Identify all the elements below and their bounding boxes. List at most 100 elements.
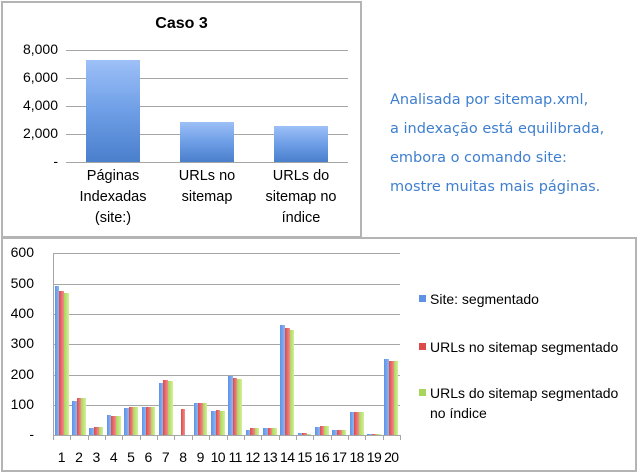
bar [163,380,169,436]
bar [367,433,372,436]
x-category-label-line: índice [281,210,321,226]
annotation-line: mostre muitas mais páginas. [390,179,601,195]
gridline [66,78,348,80]
legend-label-line: Site: segmentado [430,291,539,307]
bar [237,378,243,436]
y-tick-label: 600 [10,244,34,261]
bar [315,427,320,436]
bar [150,407,156,436]
y-tick-label: 500 [10,274,34,291]
bar [393,361,399,436]
x-tick-mark [70,435,72,441]
bar [384,359,390,436]
y-axis-line [53,253,54,436]
x-tick-mark [330,435,332,441]
bar [267,427,273,436]
legend-label: Site: segmentado [430,289,638,309]
x-tick-label: 12 [245,449,260,465]
bar [341,430,347,436]
bar [111,415,117,436]
gridline [53,283,400,285]
x-tick-mark [105,435,107,441]
bar [63,293,69,436]
legend-swatch-icon [419,295,426,302]
gridline [66,106,348,108]
x-category-label-line: (site:) [94,210,132,226]
chart-title: Caso 3 [155,15,208,32]
x-tick-label: 5 [127,449,135,465]
x-tick-mark [365,435,367,441]
x-category-label-line: sitemap no [265,189,337,205]
annotation-text: Analisada por sitemap.xml, a indexação e… [390,86,635,202]
x-tick-mark [261,435,263,441]
bar [358,411,364,436]
x-category-label-line: Páginas [86,168,140,184]
x-tick-mark [226,435,228,441]
bar [354,411,359,436]
bar [59,291,64,436]
bar [332,430,337,436]
gridline [53,404,400,406]
x-tick-label: 17 [332,449,347,465]
x-tick-mark [157,435,159,441]
bar [215,410,221,436]
annotation-line: a indexação está equilibrada, [390,121,605,137]
top-chart-caso-3: Caso 3 - 2,000 4,000 6,000 8,000 Páginas Index… [1,1,362,238]
bar [54,285,60,436]
y-tick-label: 400 [10,304,34,321]
bar [274,125,328,163]
bar [349,411,355,436]
x-tick-mark [53,435,54,441]
bar [289,330,295,436]
bar [146,406,151,436]
x-tick-label: 11 [228,449,243,465]
bar [232,377,238,436]
bar [319,425,325,436]
x-tick-mark [174,435,176,441]
gridline [66,50,348,51]
x-tick-mark [382,435,384,441]
bar [141,406,147,436]
bar [89,428,95,436]
bar [210,411,216,436]
x-tick-label: 6 [144,449,153,465]
bar [124,407,129,436]
x-tick-label: 19 [366,449,382,465]
bar [306,433,312,436]
x-tick-label: 1 [57,449,66,465]
bar [106,415,112,436]
x-tick-label: 15 [297,449,312,465]
bar [133,406,138,436]
legend-label-line: URLs do sitemap segmentado [430,385,619,401]
x-tick-label: 3 [92,449,101,465]
y-tick-label: 6,000 [22,69,58,86]
bar [168,381,173,436]
legend-swatch-icon [419,343,426,350]
bar [94,427,99,436]
x-category-label-line: URLs no [178,168,236,184]
annotation-line: embora o comando site: [390,150,567,166]
legend-label: URLs no sitemap segmentado [430,337,638,357]
bar [76,397,82,436]
x-tick-mark [295,435,297,441]
x-tick-label: 4 [109,449,118,465]
bar [336,429,342,436]
x-tick-label: 18 [349,449,364,465]
x-tick-mark [400,435,401,441]
x-tick-mark [122,435,124,441]
bar [86,59,140,163]
bar [297,433,303,436]
x-tick-label: 13 [262,449,278,465]
bar [98,427,104,436]
x-tick-mark [209,435,211,441]
bar [284,328,290,436]
bar [245,429,251,436]
bar [158,383,164,436]
gridline [53,344,400,346]
gridline [53,253,400,255]
x-tick-mark [347,435,349,441]
x-tick-label: 2 [75,449,83,465]
bar [389,360,394,436]
bar [198,402,203,436]
bar [254,428,260,436]
